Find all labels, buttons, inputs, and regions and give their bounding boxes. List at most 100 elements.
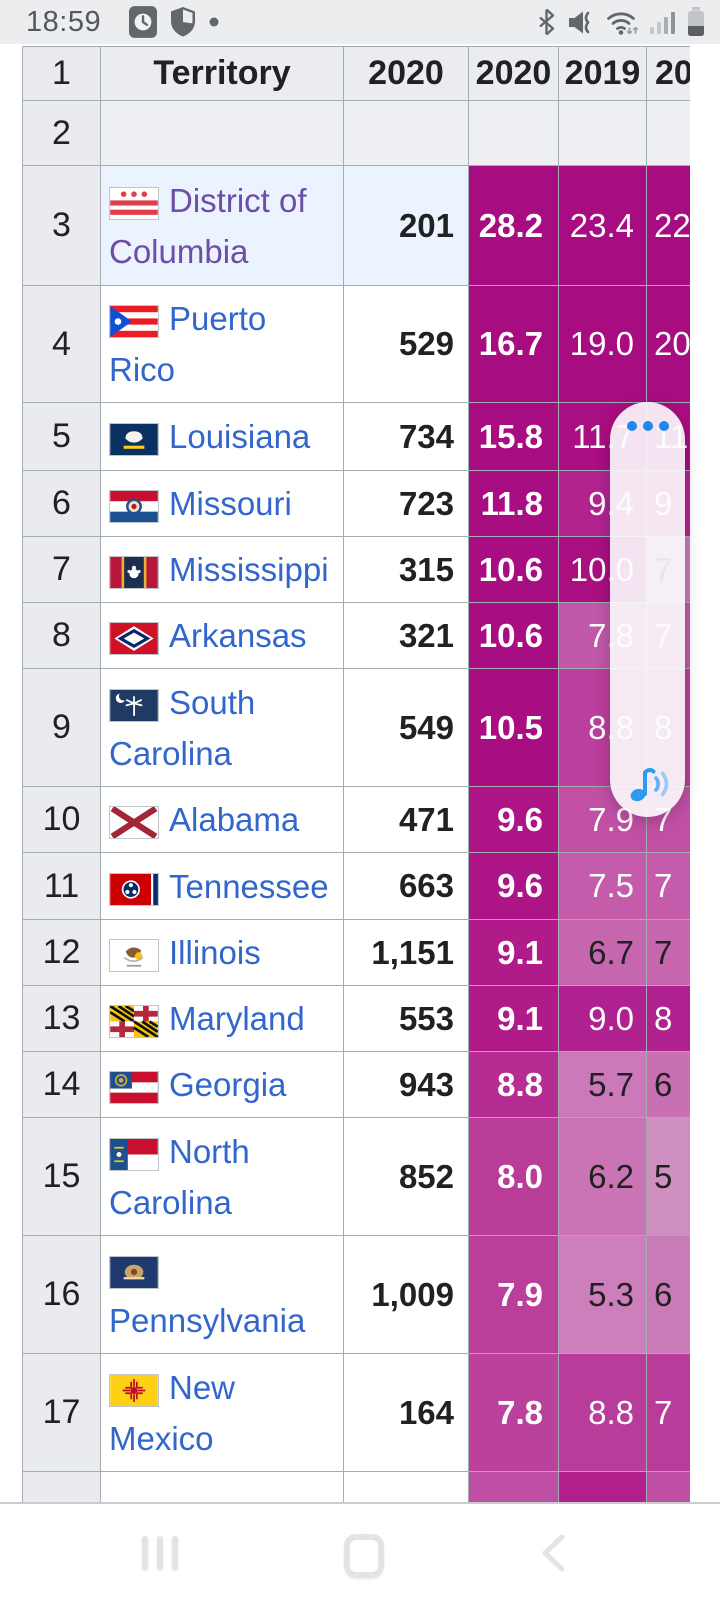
rank-cell: 10 bbox=[22, 786, 101, 853]
rate-2020-cell: 9.1 bbox=[468, 919, 559, 986]
status-left-icons: 18:59 bbox=[14, 6, 219, 39]
table-row: 11 Tennessee 663 9.6 7.5 7 bbox=[22, 852, 690, 920]
viewport-bottom-divider bbox=[0, 1502, 720, 1504]
il-flag-icon bbox=[109, 939, 159, 972]
rank-cell: 2 bbox=[22, 100, 101, 166]
table-row: 9 South Carolina 549 10.5 8.8 8 bbox=[22, 668, 690, 787]
territory-link-al[interactable]: Alabama bbox=[169, 801, 300, 838]
signal-bars-icon bbox=[650, 9, 675, 35]
rate-2018-cell-clipped: 8 bbox=[646, 985, 690, 1052]
security-shield-icon bbox=[169, 6, 197, 38]
territory-cell: Georgia bbox=[100, 1051, 344, 1118]
rate-2020-cell: 9.6 bbox=[468, 786, 559, 853]
territory-link-tn[interactable]: Tennessee bbox=[169, 867, 329, 905]
table-row: 8 Arkansas 321 10.6 7.8 7 bbox=[22, 602, 690, 669]
la-flag-icon bbox=[109, 423, 159, 456]
count-2020-cell: 549 bbox=[343, 668, 469, 787]
territory-stats-table: 1 Territory 2020 2020 2019 20 2 3 Distri… bbox=[22, 46, 690, 1503]
partial-row bbox=[22, 1471, 690, 1503]
status-time: 18:59 bbox=[26, 5, 102, 38]
count-2020-cell: 321 bbox=[343, 602, 469, 669]
rate-2019-cell: 8.8 bbox=[558, 1353, 647, 1472]
count-2020-cell: 852 bbox=[343, 1117, 469, 1236]
music-note-playing-icon[interactable] bbox=[610, 763, 685, 805]
count-2020-cell: 315 bbox=[343, 536, 469, 603]
territory-cell: Arkansas bbox=[100, 602, 344, 669]
territory-link-ms[interactable]: Mississippi bbox=[169, 551, 329, 588]
sc-flag-icon bbox=[109, 688, 159, 722]
al-flag-icon bbox=[109, 805, 159, 840]
table-row: 16 Pennsylvania 1,009 7.9 5.3 6 bbox=[22, 1235, 690, 1354]
rank-cell: 8 bbox=[22, 602, 101, 669]
rank-cell: 4 bbox=[22, 285, 101, 403]
table-row: 17 New Mexico 164 7.8 8.8 7 bbox=[22, 1353, 690, 1472]
three-dots-menu-icon[interactable] bbox=[610, 421, 685, 431]
rate-2019-cell: 6.2 bbox=[558, 1117, 647, 1236]
rate-2019-cell: 23.4 bbox=[558, 165, 647, 286]
territory-link-pr[interactable]: Puerto Rico bbox=[109, 300, 267, 388]
count-2020-cell: 164 bbox=[343, 1353, 469, 1472]
rank-cell: 12 bbox=[22, 919, 101, 986]
mo-flag-icon bbox=[109, 490, 159, 523]
territory-link-nc[interactable]: North Carolina bbox=[109, 1132, 250, 1221]
col-header-2018-clipped: 20 bbox=[646, 46, 690, 101]
territory-cell: District of Columbia bbox=[100, 165, 344, 286]
col-header-2020-rate: 2020 bbox=[468, 46, 559, 101]
rate-2020-cell: 15.8 bbox=[468, 402, 559, 471]
count-2020-cell: 1,009 bbox=[343, 1235, 469, 1354]
count-2020-cell: 734 bbox=[343, 402, 469, 471]
rate-2020-cell: 7.8 bbox=[468, 1353, 559, 1472]
rank-cell: 3 bbox=[22, 165, 101, 286]
count-2020-cell: 723 bbox=[343, 470, 469, 537]
rate-2020-cell: 28.2 bbox=[468, 165, 559, 286]
tn-flag-icon bbox=[109, 872, 159, 906]
territory-link-la[interactable]: Louisiana bbox=[169, 418, 311, 455]
rate-2019-cell: 6.7 bbox=[558, 919, 647, 986]
count-2020-cell: 201 bbox=[343, 165, 469, 286]
rate-2020-cell: 10.5 bbox=[468, 668, 559, 787]
territory-cell: Tennessee bbox=[100, 852, 344, 920]
wifi-updown-icon bbox=[606, 9, 639, 36]
rate-2018-cell-clipped: 5 bbox=[646, 1117, 690, 1236]
count-2020-cell: 943 bbox=[343, 1051, 469, 1118]
home-button[interactable] bbox=[344, 1534, 384, 1578]
count-2020-cell: 1,151 bbox=[343, 919, 469, 986]
territory-link-sc[interactable]: South Carolina bbox=[109, 683, 256, 772]
rank-cell: 1 bbox=[22, 46, 101, 101]
rate-2018-cell-clipped: 7 bbox=[646, 1353, 690, 1472]
territory-link-mo[interactable]: Missouri bbox=[169, 485, 292, 522]
territory-link-nm[interactable]: New Mexico bbox=[109, 1368, 236, 1457]
territory-cell: South Carolina bbox=[100, 668, 344, 787]
territory-cell: New Mexico bbox=[100, 1353, 344, 1472]
table-row: 3 District of Columbia 201 28.2 23.4 22 bbox=[22, 165, 690, 286]
table-header-row: 1 Territory 2020 2020 2019 20 bbox=[22, 46, 690, 101]
table-row: 10 Alabama 471 9.6 7.9 7 bbox=[22, 786, 690, 853]
rate-2020-cell: 9.1 bbox=[468, 985, 559, 1052]
clock-app-badge-icon bbox=[129, 6, 158, 38]
bluetooth-icon bbox=[537, 8, 556, 36]
rate-2020-cell: 8.8 bbox=[468, 1051, 559, 1118]
rank-cell: 11 bbox=[22, 852, 101, 920]
rank-cell: 7 bbox=[22, 536, 101, 603]
territory-link-ar[interactable]: Arkansas bbox=[169, 617, 307, 654]
territory-link-ga[interactable]: Georgia bbox=[169, 1066, 287, 1103]
territory-link-md[interactable]: Maryland bbox=[169, 1000, 305, 1037]
table-viewport[interactable]: 1 Territory 2020 2020 2019 20 2 3 Distri… bbox=[22, 46, 690, 1503]
status-right-icons bbox=[537, 7, 706, 37]
territory-link-pa[interactable]: Pennsylvania bbox=[109, 1301, 306, 1339]
floating-media-panel[interactable] bbox=[610, 402, 685, 817]
nm-flag-icon bbox=[109, 1373, 159, 1407]
territory-cell: Pennsylvania bbox=[100, 1235, 344, 1354]
rank-cell: 15 bbox=[22, 1117, 101, 1236]
territory-cell: Illinois bbox=[100, 919, 344, 986]
rate-2019-cell: 7.5 bbox=[558, 852, 647, 920]
back-button[interactable] bbox=[540, 1534, 566, 1577]
rank-cell: 5 bbox=[22, 402, 101, 471]
table-row: 15 North Carolina 852 8.0 6.2 5 bbox=[22, 1117, 690, 1236]
col-header-2019: 2019 bbox=[558, 46, 647, 101]
territory-link-dc[interactable]: District of Columbia bbox=[109, 181, 307, 270]
rate-2020-cell: 9.6 bbox=[468, 852, 559, 920]
territory-link-il[interactable]: Illinois bbox=[169, 934, 261, 971]
recent-apps-button[interactable] bbox=[142, 1536, 178, 1570]
